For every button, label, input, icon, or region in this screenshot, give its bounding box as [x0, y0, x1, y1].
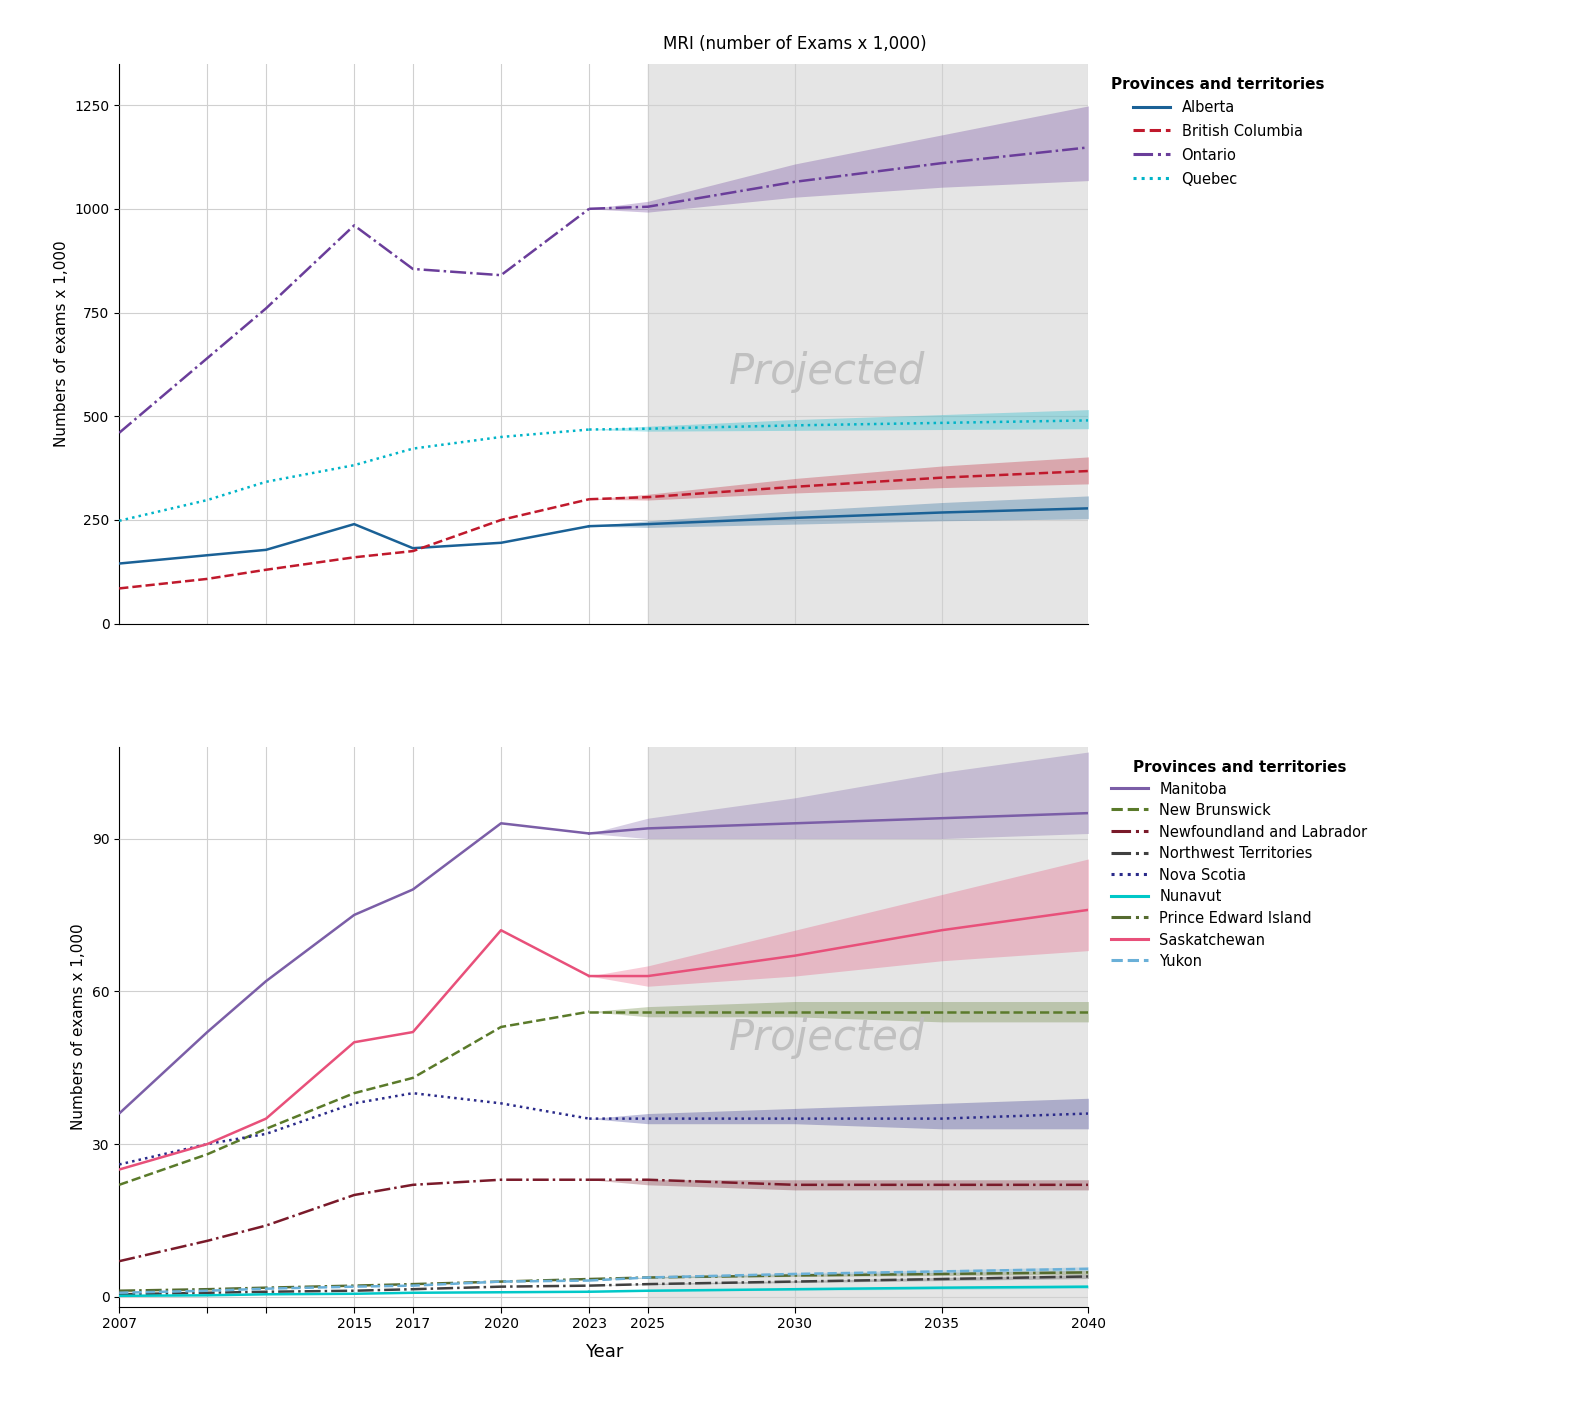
Bar	[648, 64, 1117, 623]
X-axis label: Year: Year	[585, 1342, 623, 1361]
Text: Projected: Projected	[729, 1017, 925, 1060]
Y-axis label: Numbers of exams x 1,000: Numbers of exams x 1,000	[54, 240, 68, 447]
Text: Projected: Projected	[729, 350, 925, 393]
Legend: Alberta, British Columbia, Ontario, Quebec: Alberta, British Columbia, Ontario, Queb…	[1106, 71, 1330, 192]
Y-axis label: Numbers of exams x 1,000: Numbers of exams x 1,000	[72, 924, 86, 1130]
Legend: Manitoba, New Brunswick, Newfoundland and Labrador, Northwest Territories, Nova : Manitoba, New Brunswick, Newfoundland an…	[1106, 755, 1373, 975]
Text: MRI (number of Exams x 1,000): MRI (number of Exams x 1,000)	[663, 35, 926, 54]
Bar	[648, 747, 1117, 1307]
